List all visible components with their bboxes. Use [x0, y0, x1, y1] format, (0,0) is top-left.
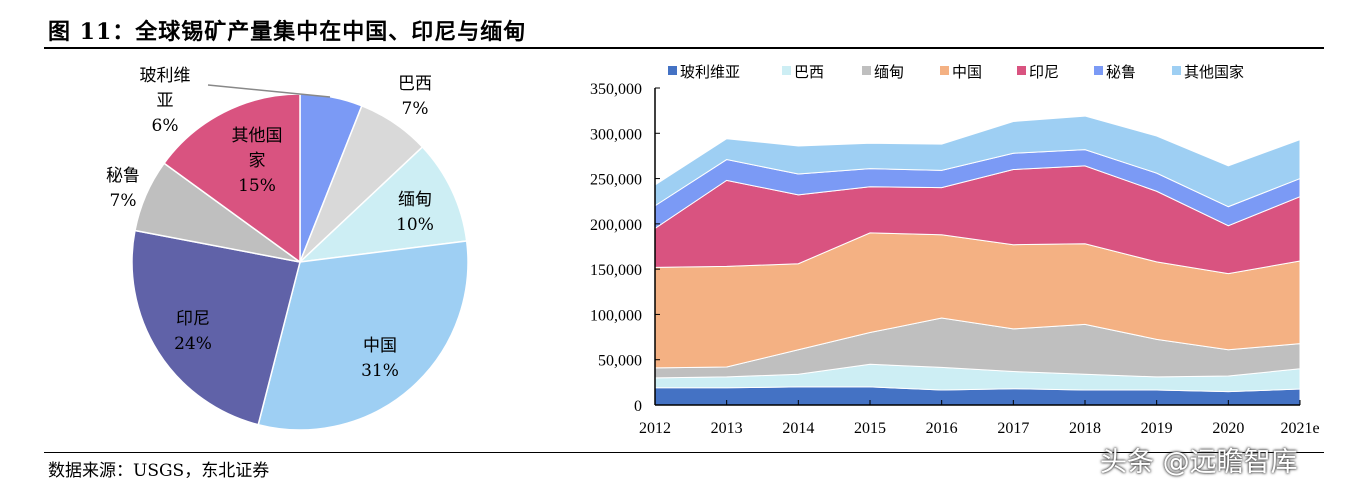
legend-swatch-1 — [782, 66, 791, 75]
pie-label-myanmar-pct: 10% — [396, 215, 434, 235]
x-tick-label-7: 2019 — [1141, 420, 1173, 437]
footer-rule — [44, 452, 1324, 453]
pie-label-indonesia-pct: 24% — [174, 334, 212, 354]
x-tick-label-1: 2013 — [711, 420, 743, 437]
legend-label-2: 缅甸 — [874, 63, 904, 81]
x-tick-label-9: 2021e — [1280, 420, 1319, 437]
area-series-6 — [654, 115, 1301, 208]
legend-swatch-6 — [1172, 66, 1181, 75]
source-note: 数据来源：USGS，东北证券 — [48, 461, 270, 481]
x-tick-label-6: 2018 — [1069, 420, 1101, 437]
legend-label-4: 印尼 — [1029, 63, 1059, 81]
pie-label-myanmar: 缅甸 10% — [380, 188, 450, 238]
pie-label-myanmar-name: 缅甸 — [398, 190, 432, 210]
pie-label-others-pct: 15% — [238, 176, 276, 196]
legend-label-6: 其他国家 — [1184, 63, 1244, 81]
y-tick-label-7: 350,000 — [590, 81, 642, 98]
pie-label-peru-pct: 7% — [109, 191, 137, 211]
pie-label-indonesia: 印尼 24% — [158, 307, 228, 357]
pie-slice-4 — [131, 229, 301, 426]
legend-label-3: 中国 — [952, 63, 982, 81]
y-tick-label-1: 50,000 — [598, 353, 642, 370]
pie-label-peru-name: 秘鲁 — [106, 166, 140, 186]
pie-label-others-name: 其他国 — [231, 126, 283, 146]
y-tick-label-2: 100,000 — [590, 307, 642, 324]
pie-label-others: 其他国 家 15% — [212, 124, 302, 199]
legend-label-0: 玻利维亚 — [680, 63, 740, 81]
legend-label-1: 巴西 — [794, 63, 824, 81]
pie-label-bolivia: 玻利维 亚 6% — [120, 64, 210, 139]
pie-slice-2 — [297, 145, 468, 264]
x-tick-label-8: 2020 — [1212, 420, 1244, 437]
y-tick-label-4: 200,000 — [590, 217, 642, 234]
legend-swatch-3 — [940, 66, 949, 75]
x-tick-label-2: 2014 — [782, 420, 814, 437]
title-rule — [44, 47, 1324, 49]
pie-label-others-name2: 家 — [248, 151, 266, 171]
pie-label-bolivia-name2: 亚 — [156, 91, 174, 111]
legend-swatch-2 — [862, 66, 871, 75]
y-tick-label-6: 300,000 — [590, 126, 642, 143]
pie-label-brazil-name: 巴西 — [398, 74, 432, 94]
y-tick-label-0: 0 — [634, 398, 642, 415]
pie-label-bolivia-pct: 6% — [151, 116, 179, 136]
pie-label-china-pct: 31% — [361, 361, 399, 381]
pie-slice-6 — [163, 93, 301, 264]
legend-swatch-0 — [668, 66, 677, 75]
pie-leader-line — [207, 84, 331, 98]
figure-title: 图 11：全球锡矿产量集中在中国、印尼与缅甸 — [48, 19, 527, 45]
legend-swatch-5 — [1094, 66, 1103, 75]
pie-label-brazil-pct: 7% — [401, 99, 429, 119]
x-tick-label-3: 2015 — [854, 420, 886, 437]
y-tick-label-5: 250,000 — [590, 172, 642, 189]
x-tick-label-0: 2012 — [639, 420, 671, 437]
legend-swatch-4 — [1017, 66, 1026, 75]
pie-slice-3 — [257, 240, 469, 431]
pie-label-indonesia-name: 印尼 — [176, 309, 210, 329]
x-tick-label-4: 2016 — [926, 420, 958, 437]
pie-label-china-name: 中国 — [363, 336, 397, 356]
watermark: 头条 @远瞻智库 — [1100, 447, 1298, 478]
pie-label-peru: 秘鲁 7% — [88, 164, 158, 214]
legend-label-5: 秘鲁 — [1106, 63, 1136, 81]
y-tick-label-3: 150,000 — [590, 262, 642, 279]
pie-label-china: 中国 31% — [345, 334, 415, 384]
pie-label-brazil: 巴西 7% — [380, 72, 450, 122]
x-tick-label-5: 2017 — [997, 420, 1029, 437]
pie-label-bolivia-name: 玻利维 — [139, 66, 191, 86]
